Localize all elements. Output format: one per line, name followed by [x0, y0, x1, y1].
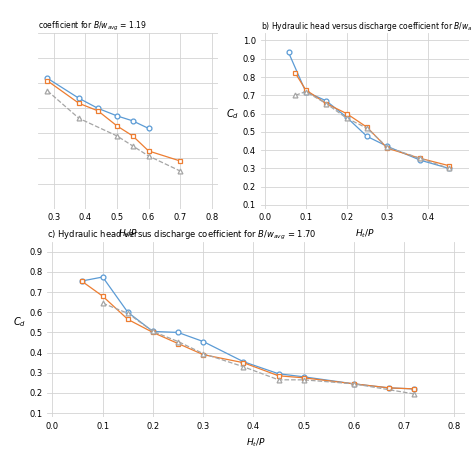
X-axis label: $H_t /P$: $H_t /P$	[246, 437, 266, 449]
Legend: $B/w_{avg}$ = 2.76, $B/w_{avg}$ = 2.93, $B/w_{avg}$ = 3.10: $B/w_{avg}$ = 2.76, $B/w_{avg}$ = 2.93, …	[144, 470, 368, 474]
X-axis label: $H_t /P$: $H_t /P$	[118, 228, 138, 240]
Text: coefficient for $B/w_{avg}$ = 1.19: coefficient for $B/w_{avg}$ = 1.19	[38, 20, 147, 33]
Legend: $B/w_{avg}$ = 2.93, $B/w_{avg}$ = 3.10: $B/w_{avg}$ = 2.93, $B/w_{avg}$ = 3.10	[53, 276, 203, 293]
Text: c) Hydraulic head versus discharge coefficient for $B/w_{avg}$ = 1.70: c) Hydraulic head versus discharge coeff…	[47, 228, 317, 242]
Legend: $B/w_{avg}$ = 2.76, $B/w_{avg}$ =: $B/w_{avg}$ = 2.76, $B/w_{avg}$ =	[268, 276, 400, 293]
X-axis label: $H_t /P$: $H_t /P$	[355, 228, 375, 240]
Y-axis label: $C_d$: $C_d$	[13, 316, 26, 329]
Y-axis label: $C_d$: $C_d$	[226, 107, 239, 121]
Text: b) Hydraulic head versus discharge coefficient for $B/w_a$: b) Hydraulic head versus discharge coeff…	[261, 20, 473, 33]
